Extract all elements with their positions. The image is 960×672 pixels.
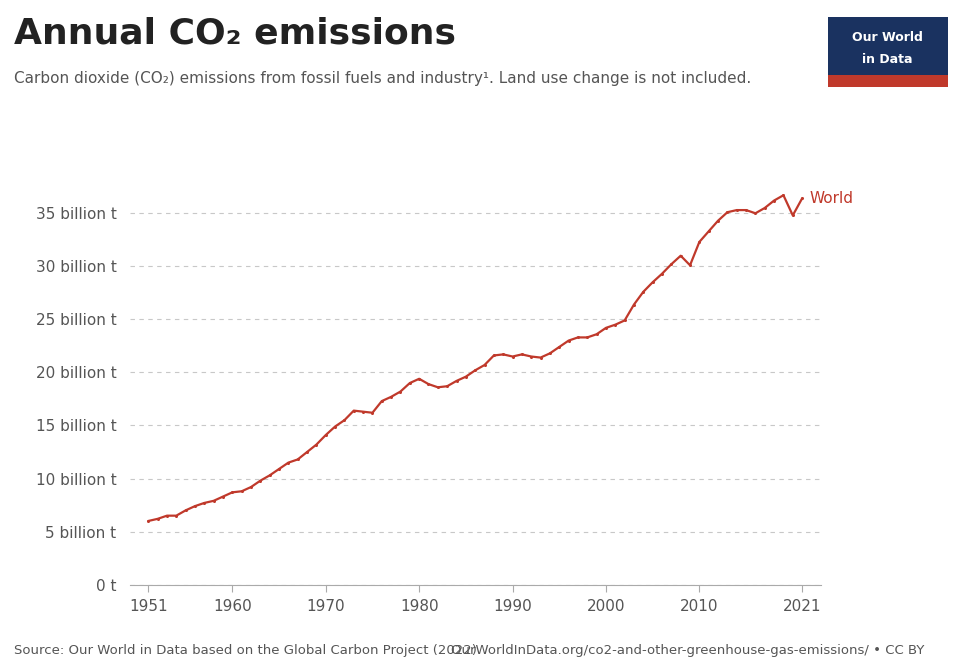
Bar <box>828 17 948 75</box>
Bar <box>828 75 948 87</box>
Text: Our World: Our World <box>852 32 923 44</box>
Text: World: World <box>809 191 853 206</box>
Text: Annual CO₂ emissions: Annual CO₂ emissions <box>14 17 456 51</box>
Text: Carbon dioxide (CO₂) emissions from fossil fuels and industry¹. Land use change : Carbon dioxide (CO₂) emissions from foss… <box>14 71 752 85</box>
Text: in Data: in Data <box>862 52 913 66</box>
Text: Source: Our World in Data based on the Global Carbon Project (2022): Source: Our World in Data based on the G… <box>14 644 477 657</box>
Text: OurWorldInData.org/co2-and-other-greenhouse-gas-emissions/ • CC BY: OurWorldInData.org/co2-and-other-greenho… <box>451 644 924 657</box>
